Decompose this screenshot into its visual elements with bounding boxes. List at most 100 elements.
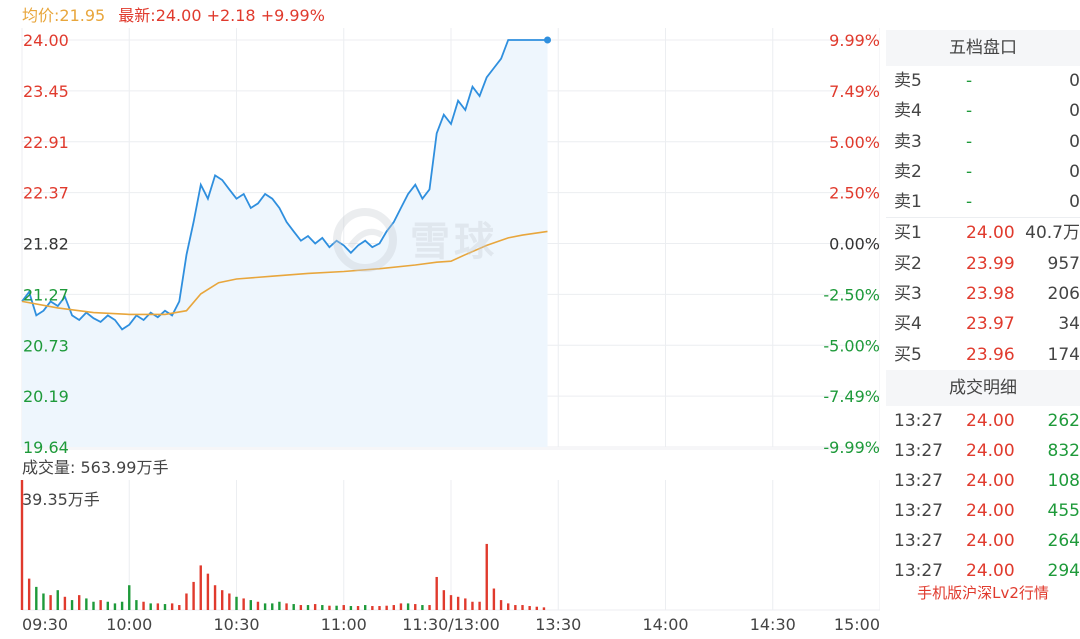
bid-row: 买4 23.97 34	[886, 309, 1080, 339]
snowball-logo-icon	[333, 208, 397, 272]
volume-bar	[364, 605, 367, 610]
bid-label: 买2	[894, 253, 922, 274]
volume-bar	[113, 603, 117, 610]
ask-label: 卖5	[894, 71, 922, 91]
trade-row: 13:27 24.00 262	[886, 406, 1080, 436]
bid-price: 23.96	[966, 344, 1015, 365]
lv2-promo-link[interactable]: 手机版沪深Lv2行情	[917, 584, 1049, 602]
last-price-dot	[544, 36, 552, 44]
volume-bar	[285, 603, 288, 610]
trade-volume: 294	[1047, 561, 1080, 582]
ask-volume: 0	[1069, 161, 1080, 182]
volume-bar	[221, 590, 224, 610]
y-tick-pct: 0.00%	[829, 235, 880, 254]
order-book-title: 五档盘口	[886, 30, 1080, 66]
volume-bar	[35, 586, 38, 610]
divider	[886, 217, 1080, 219]
x-tick-label: 09:30	[22, 615, 68, 634]
y-tick-price: 22.37	[23, 184, 69, 203]
volume-bar	[485, 543, 488, 610]
volume-bar	[27, 578, 31, 610]
y-tick-pct: -5.00%	[823, 336, 880, 355]
volume-bar	[406, 603, 410, 610]
volume-bar	[242, 598, 245, 610]
volume-bar	[471, 601, 474, 610]
x-tick-label: 10:30	[213, 615, 259, 634]
ask-row: 卖3 - 0	[886, 127, 1080, 157]
ask-row: 卖2 - 0	[886, 157, 1080, 187]
trade-price: 24.00	[966, 501, 1015, 522]
trades-title: 成交明细	[886, 369, 1080, 406]
volume-bar	[385, 605, 388, 610]
bid-volume: 40.7万	[1025, 223, 1080, 244]
x-tick-label: 10:00	[106, 615, 152, 634]
volume-bar	[414, 604, 417, 610]
y-tick-pct: -2.50%	[823, 285, 880, 304]
volume-bar	[449, 595, 453, 610]
volume-bar	[85, 598, 88, 610]
x-tick-label: 11:00	[321, 615, 367, 634]
volume-bar	[56, 590, 59, 610]
volume-bar	[99, 600, 102, 610]
watermark-text: 雪球	[410, 219, 498, 265]
trade-time: 13:27	[894, 531, 943, 552]
volume-bar	[435, 576, 438, 610]
volume-bar	[256, 601, 260, 610]
bids-list: 买1 24.00 40.7万 买2 23.99 957 买3 23.98 206 买4 23.97 3…	[886, 218, 1080, 369]
trade-volume: 262	[1047, 410, 1080, 431]
trade-time: 13:27	[894, 471, 943, 492]
trade-row: 13:27 24.00 264	[886, 526, 1080, 556]
volume-bar	[135, 600, 138, 610]
y-tick-price: 22.91	[23, 133, 69, 152]
volume-bar	[70, 600, 74, 610]
volume-bar	[235, 596, 238, 610]
bid-row: 买3 23.98 206	[886, 279, 1080, 309]
volume-bar	[342, 605, 345, 610]
y-tick-price: 21.27	[23, 285, 69, 304]
ask-volume: 0	[1069, 131, 1080, 152]
order-book-panel: 五档盘口 卖5 - 0 卖4 - 0 卖3 - 0 卖2 - 0 卖1 - 0 买1 24.00 40.7万 买2…	[886, 30, 1080, 610]
y-tick-pct: 9.99%	[829, 31, 880, 50]
trade-volume: 832	[1047, 441, 1080, 462]
y-tick-pct: -7.49%	[823, 387, 880, 406]
y-tick-pct: 5.00%	[829, 133, 880, 152]
trade-row: 13:27 24.00 108	[886, 466, 1080, 496]
volume-bar	[499, 600, 503, 610]
trade-time: 13:27	[894, 410, 943, 431]
volume-axis-max: 39.35万手	[22, 490, 100, 509]
ask-label: 卖2	[894, 161, 922, 182]
volume-bar	[213, 585, 217, 610]
y-tick-price: 20.73	[23, 336, 69, 355]
volume-bar	[163, 604, 167, 610]
volume-bar	[356, 606, 360, 610]
volume-bar	[42, 593, 45, 610]
volume-bar	[206, 573, 210, 610]
ask-row: 卖1 - 0	[886, 187, 1080, 217]
trade-price: 24.00	[966, 561, 1015, 582]
bid-row: 买2 23.99 957	[886, 249, 1080, 279]
volume-bar	[421, 605, 424, 610]
volume-bar	[78, 595, 81, 610]
bid-volume: 957	[1047, 253, 1080, 274]
volume-bar	[542, 607, 546, 610]
bid-price: 23.97	[966, 314, 1015, 335]
intraday-chart[interactable]: 24.00 9.99% 23.45 7.49% 22.91 5.00% 22.37 2.50%…	[0, 0, 880, 639]
trade-time: 13:27	[894, 501, 943, 522]
ask-label: 卖3	[894, 131, 922, 152]
ask-volume: 0	[1069, 101, 1080, 122]
x-tick-label: 14:30	[750, 615, 796, 634]
bid-label: 买5	[894, 344, 922, 365]
volume-bar	[142, 601, 145, 610]
y-tick-price: 20.19	[23, 387, 69, 406]
x-tick-label: 15:00	[834, 615, 880, 634]
bid-row: 买5 23.96 174	[886, 340, 1080, 370]
volume-total: 成交量: 563.99万手	[22, 458, 169, 477]
ask-row: 卖4 - 0	[886, 96, 1080, 126]
volume-bar	[464, 598, 467, 610]
volume-bar	[228, 593, 231, 610]
avg-price: 均价:21.95	[22, 6, 106, 25]
volume-bar	[292, 604, 295, 610]
trade-price: 24.00	[966, 441, 1015, 462]
trade-row: 13:27 24.00 294	[886, 556, 1080, 586]
volume-bar	[92, 601, 95, 610]
